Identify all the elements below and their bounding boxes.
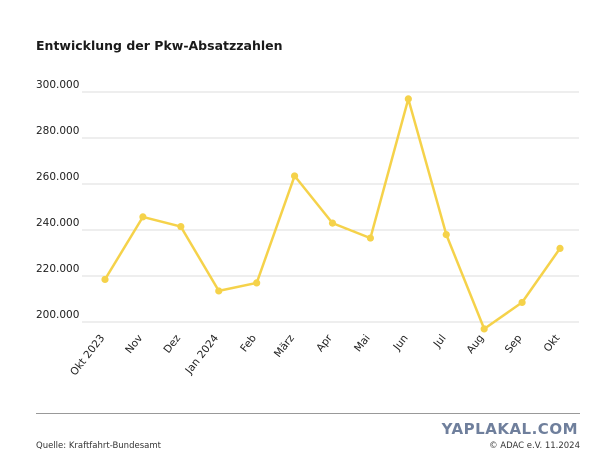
x-tick-label: Apr	[314, 332, 335, 354]
x-tick-label: Feb	[238, 332, 259, 354]
x-tick-label: Mai	[352, 332, 373, 354]
data-point	[518, 298, 526, 307]
x-tick-label: Jun	[391, 332, 411, 353]
data-point	[177, 222, 185, 231]
data-point	[328, 219, 337, 227]
chart-title: Entwicklung der Pkw-Absatzzahlen	[36, 38, 283, 53]
data-point	[139, 213, 147, 221]
source-note: Quelle: Kraftfahrt-Bundesamt	[36, 441, 161, 451]
grid-lines	[82, 91, 579, 323]
y-tick-label: 220.000	[36, 263, 79, 275]
x-tick-label: Aug	[464, 332, 486, 356]
data-point	[556, 244, 564, 252]
data-point	[480, 325, 488, 333]
data-point	[253, 279, 261, 287]
data-point	[290, 172, 299, 180]
data-point	[215, 287, 223, 295]
x-tick-label: Jul	[431, 332, 449, 350]
y-tick-label: 240.000	[36, 217, 79, 229]
x-tick-label: Okt	[542, 332, 563, 354]
watermark: YAPLAKAL.COM	[441, 420, 578, 438]
x-tick-label: Jan 2024	[183, 332, 222, 377]
data-point	[404, 95, 412, 103]
x-tick-label: März	[272, 332, 297, 360]
y-axis-tick-labels: 200.000 220.000 240.000 260.000 280.000 300.0…	[36, 79, 79, 321]
series-layer	[103, 97, 562, 331]
y-tick-label: 280.000	[36, 125, 79, 137]
data-points	[101, 95, 564, 333]
x-tick-label: Sep	[503, 332, 525, 355]
x-tick-label: Okt 2023	[68, 332, 107, 378]
data-point	[366, 234, 375, 242]
y-tick-label: 260.000	[36, 171, 79, 183]
series-line	[103, 97, 562, 331]
y-tick-label: 300.000	[36, 79, 79, 91]
x-axis-tick-labels: Okt 2023 Nov Dez Jan 2024 Feb März Apr Mai Jun Ju…	[68, 332, 562, 378]
copyright-note: © ADAC e.V. 11.2024	[489, 441, 580, 451]
y-tick-label: 200.000	[36, 309, 79, 321]
data-point	[442, 231, 450, 239]
data-point	[101, 275, 109, 284]
x-tick-label: Nov	[123, 332, 145, 356]
x-tick-label: Dez	[161, 332, 183, 356]
footer-divider	[36, 413, 580, 414]
